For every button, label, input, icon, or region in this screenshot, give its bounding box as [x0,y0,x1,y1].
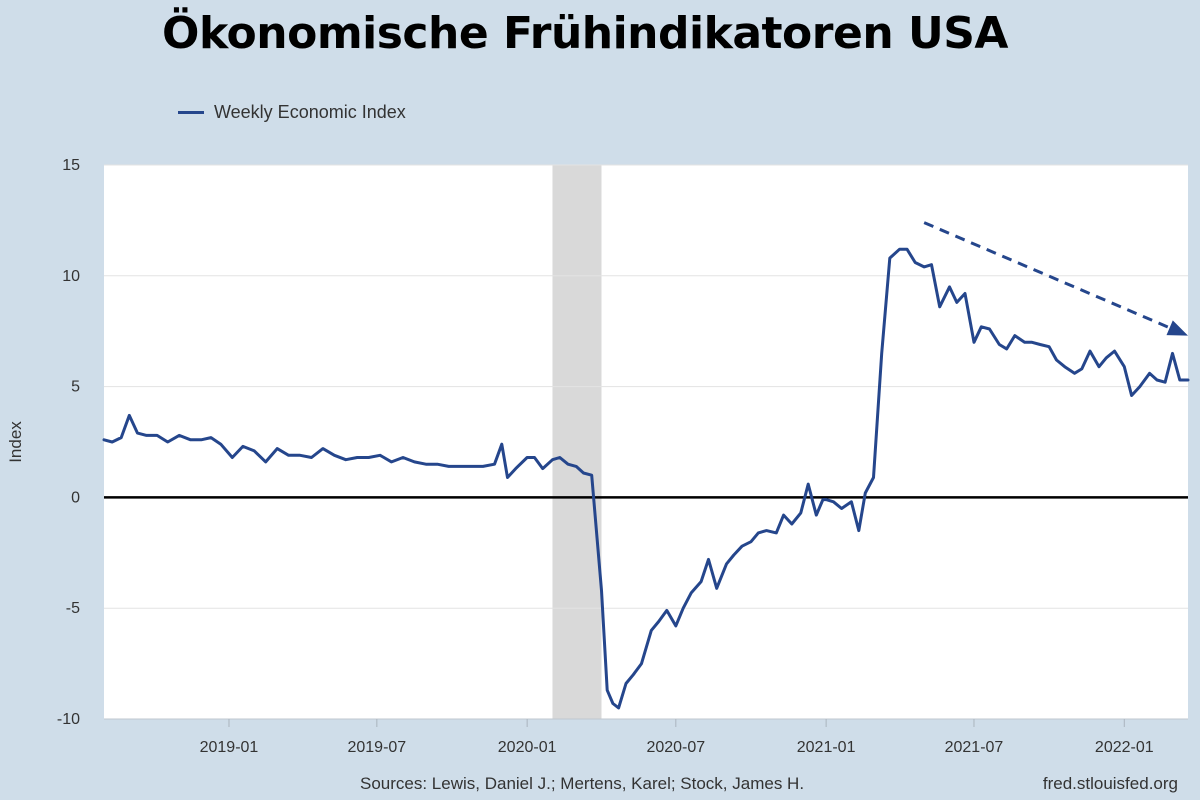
x-tick-label: 2021-07 [945,739,1004,756]
x-tick-label: 2019-01 [200,739,259,756]
x-tick-label: 2020-07 [646,739,705,756]
legend-label: Weekly Economic Index [214,102,406,122]
y-axis-label: Index [6,421,25,463]
source-credit: Sources: Lewis, Daniel J.; Mertens, Kare… [360,774,805,793]
series-line-weekly-economic-index [102,247,1190,710]
y-tick-label: 15 [62,157,80,174]
x-tick-label: 2021-01 [797,739,856,756]
x-tick-label: 2022-01 [1095,739,1154,756]
trend-arrow-head [1166,320,1188,336]
legend[interactable]: Weekly Economic Index [178,102,406,123]
y-tick-label: -5 [66,600,80,617]
legend-swatch [178,111,204,114]
page-title: Ökonomische Frühindikatoren USA [162,8,1008,59]
x-tick-label: 2019-07 [347,739,406,756]
x-tick-label: 2020-01 [498,739,557,756]
y-tick-label: 10 [62,268,80,285]
recession-band [552,165,602,719]
trend-arrow-line [923,221,1171,330]
source-site-link[interactable]: fred.stlouisfed.org [1042,774,1178,793]
y-tick-label: -10 [57,711,80,728]
plot-area [104,165,1188,719]
y-tick-label: 0 [71,489,80,506]
y-tick-label: 5 [71,379,80,396]
